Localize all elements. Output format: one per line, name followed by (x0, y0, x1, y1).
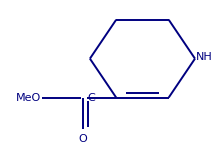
Text: MeO: MeO (16, 93, 41, 103)
Text: C: C (87, 93, 95, 103)
Text: NH: NH (196, 52, 213, 62)
Text: O: O (79, 133, 87, 144)
